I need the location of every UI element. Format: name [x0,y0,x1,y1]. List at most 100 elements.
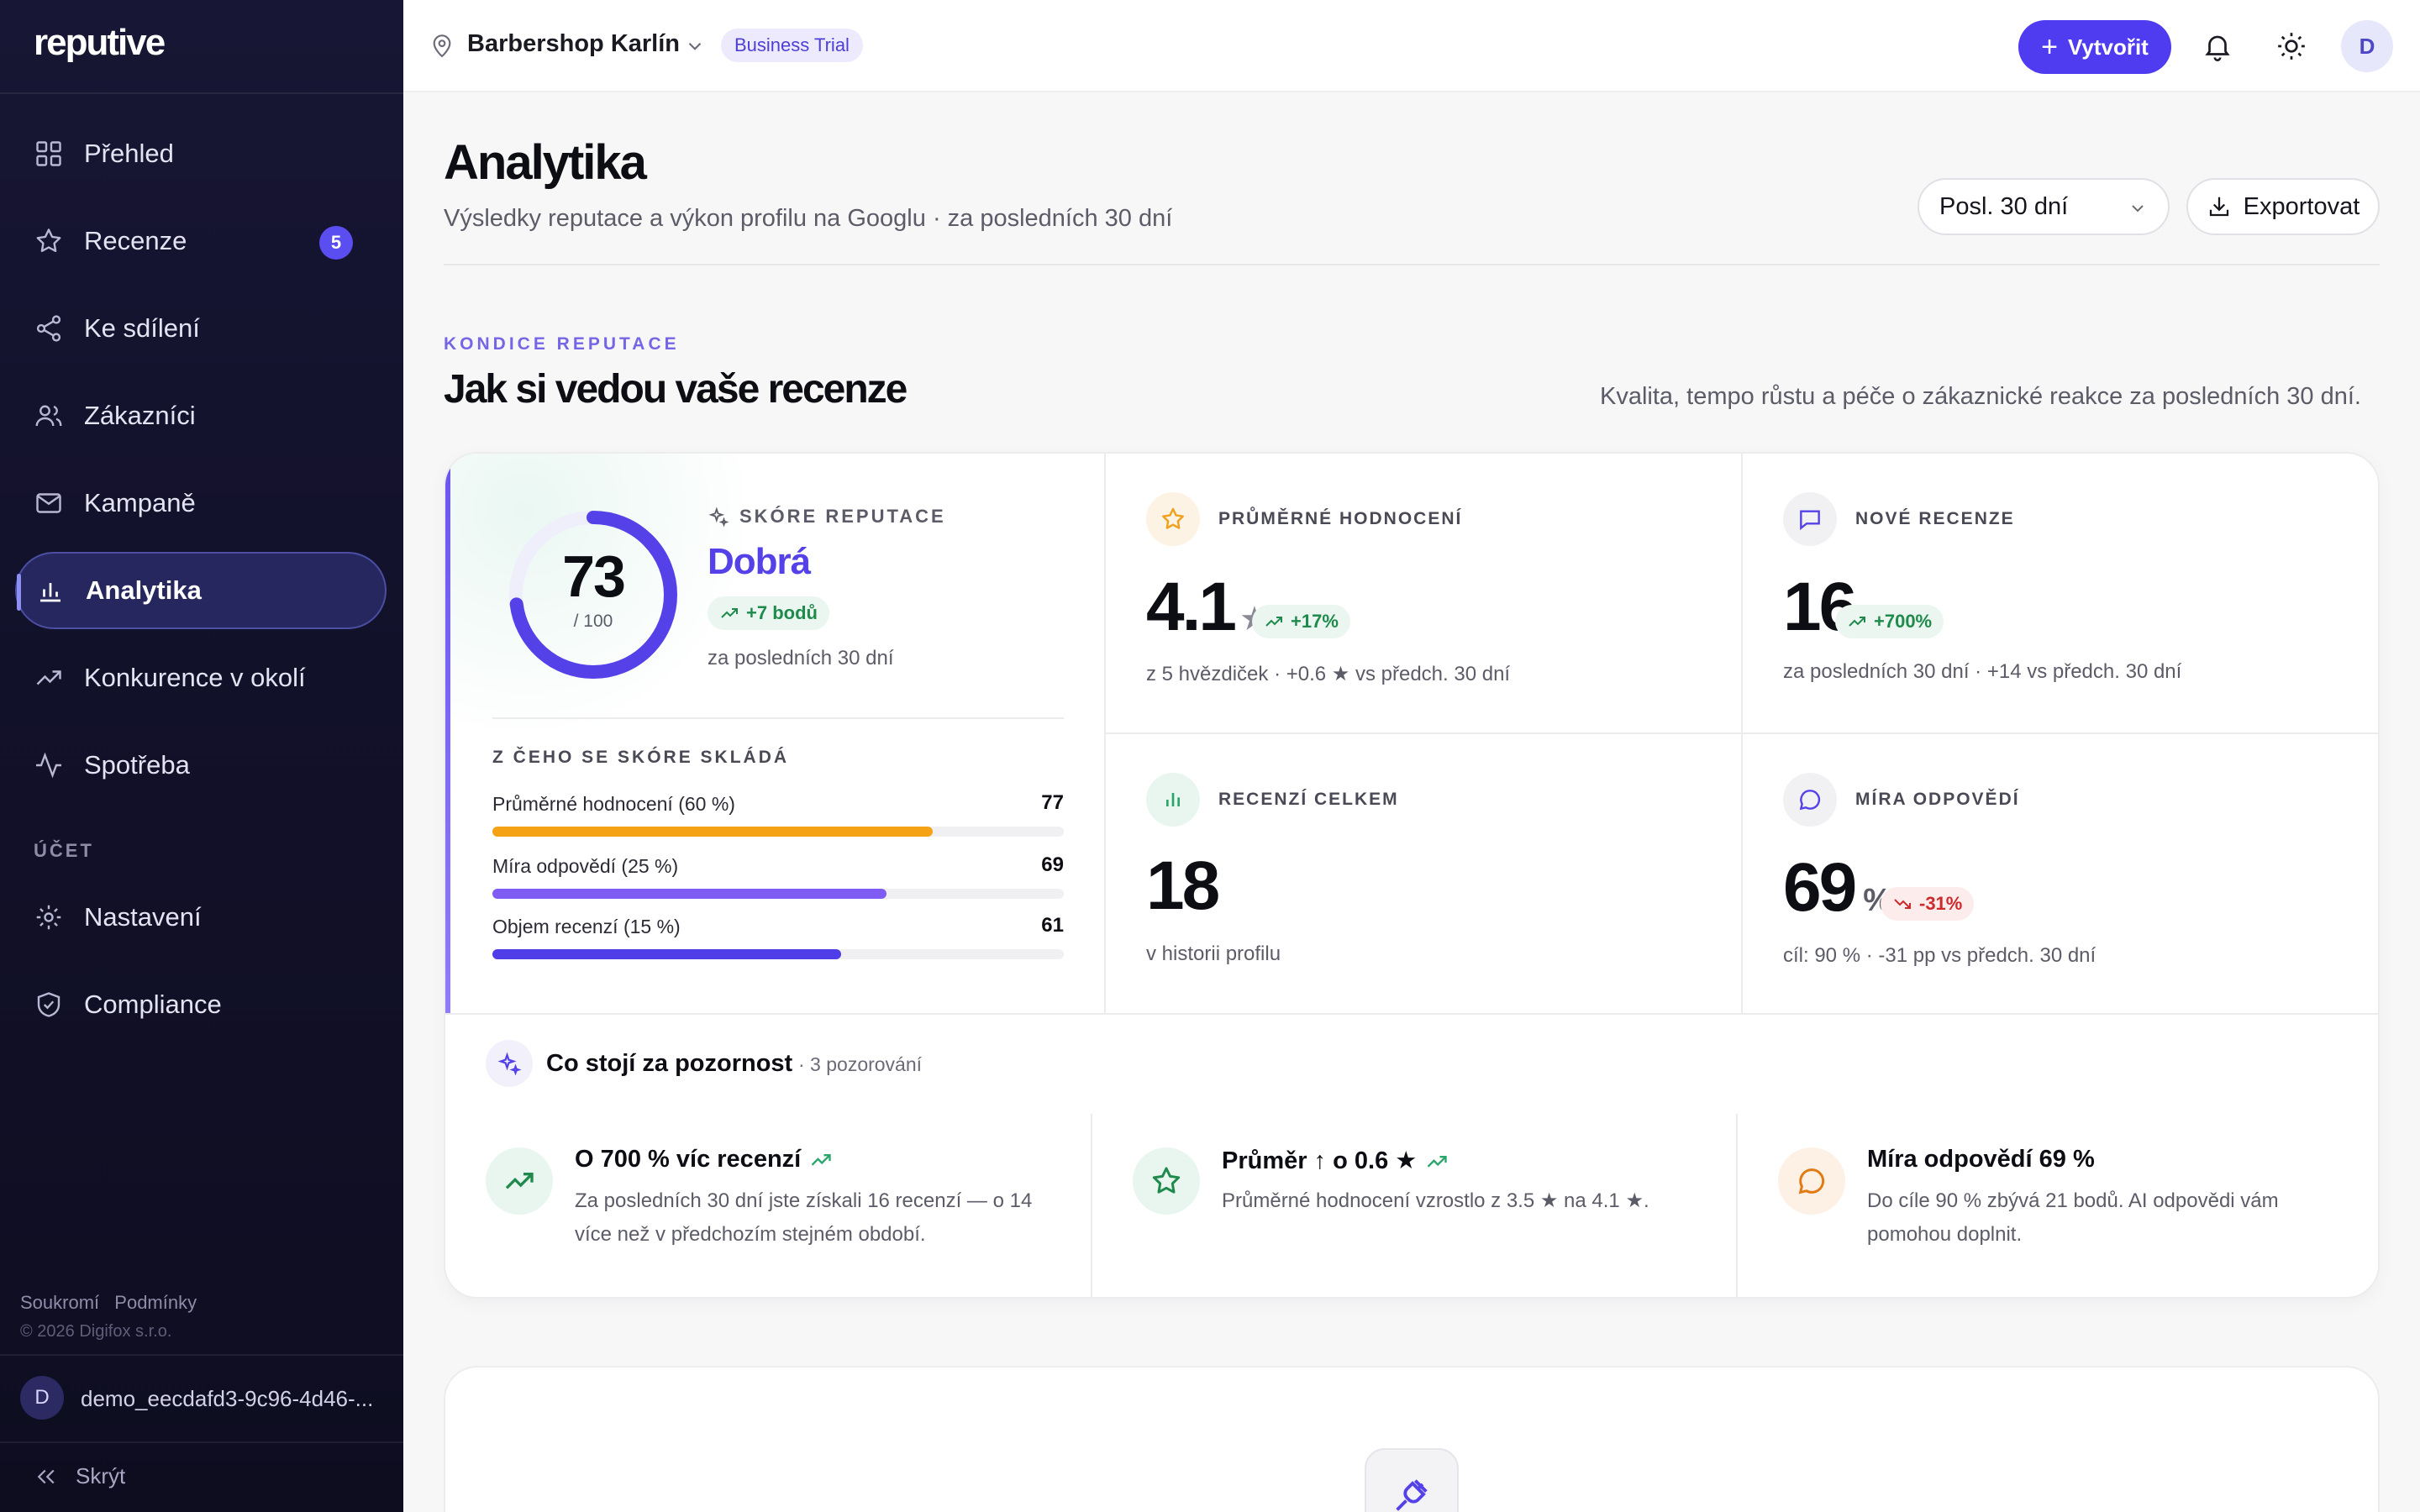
kpi-response-rate: MÍRA ODPOVĚDÍ 69% -31% cíl: 90 % · -31 p… [1743,734,2378,1013]
page-title: Analytika [444,135,647,190]
divider [0,1354,403,1356]
sidebar-item-label: Přehled [84,139,174,168]
app-logo[interactable]: reputive [34,22,166,63]
kpi-value: 69% [1783,848,1891,927]
bell-icon[interactable] [2202,30,2233,62]
score-label-text: SKÓRE REPUTACE [739,506,946,527]
kpi-delta: +17% [1291,611,1339,632]
create-label: Vytvořit [2068,34,2149,60]
sidebar-item-overview[interactable]: Přehled [15,115,387,192]
insight-card[interactable]: O 700 % víc recenzí Za posledních 30 dní… [445,1114,1091,1297]
export-button[interactable]: Exportovat [2186,178,2380,235]
component-track [492,889,1064,899]
topbar: Barbershop Karlín Business Trial + Vytvo… [403,0,2420,92]
sidebar-item-usage[interactable]: Spotřeba [15,727,387,804]
next-section-card [444,1366,2380,1512]
chevron-down-icon [2132,205,2144,213]
sidebar-item-settings[interactable]: Nastavení [15,879,387,956]
sidebar-item-label: Analytika [86,575,202,605]
sidebar-item-label: Zákazníci [84,401,196,430]
reputation-card: 73 / 100 SKÓRE REPUTACE Dobrá +7 bodů za… [444,452,2380,1299]
sidebar-item-analytics[interactable]: Analytika [15,552,387,629]
bar-chart-icon [40,583,60,602]
sidebar: reputive Přehled Recenze 5 Ke sdílení Zá… [0,0,403,1512]
component-value: 77 [1041,791,1064,814]
component-track [492,949,1064,959]
message-circle-icon [1783,773,1837,827]
score-delta-badge: +7 bodů [708,596,829,630]
user-name[interactable]: demo_eecdafd3-9c96-4d46-... [81,1386,374,1411]
message-square-icon [1783,492,1837,546]
copyright: © 2026 Digifox s.r.o. [20,1322,172,1341]
score-ring [509,511,677,679]
component-label: Objem recenzí (15 %) [492,916,681,937]
kpi-delta: -31% [1919,893,1963,914]
insights-title: Co stojí za pozornost [546,1050,793,1077]
trending-up-icon [486,1147,553,1215]
sidebar-item-label: Kampaně [84,488,196,517]
avatar[interactable]: D [20,1376,64,1420]
component-track [492,827,1064,837]
score-delta: +7 bodů [746,602,818,623]
sidebar-item-campaigns[interactable]: Kampaně [15,465,387,542]
component-bar-volume [492,949,841,959]
kpi-label: PRŮMĚRNÉ HODNOCENÍ [1218,509,1463,528]
chevron-down-icon[interactable] [684,35,706,57]
kpi-delta-badge: +700% [1835,605,1944,638]
trending-up-icon [811,1154,831,1167]
kpi-subtext: cíl: 90 % · -31 pp vs předch. 30 dní [1783,944,2096,967]
period-select[interactable]: Posl. 30 dní [1918,178,2170,235]
score-grade: Dobrá [708,541,811,582]
composition-title: Z ČEHO SE SKÓRE SKLÁDÁ [492,748,790,767]
score-period: za posledních 30 dní [708,647,894,669]
kpi-subtext: v historii profilu [1146,942,1281,965]
accent-bar [445,454,450,1015]
insight-body: Průměrné hodnocení vzrostlo z 3.5 ★ na 4… [1222,1189,1649,1212]
sidebar-item-compliance[interactable]: Compliance [15,966,387,1043]
kpi-delta: +700% [1874,611,1933,632]
insight-card[interactable]: Míra odpovědí 69 % Do cíle 90 % zbývá 21… [1736,1114,2378,1297]
avatar[interactable]: D [2341,20,2393,72]
sidebar-item-reviews[interactable]: Recenze 5 [15,202,387,280]
activity-icon [36,752,61,779]
trending-down-icon [1894,899,1911,909]
score-panel: 73 / 100 SKÓRE REPUTACE Dobrá +7 bodů za… [445,454,1106,1015]
sidebar-item-label: Compliance [84,990,222,1019]
insight-title: Míra odpovědí 69 % [1867,1146,2095,1173]
star-icon [36,228,61,253]
sidebar-item-competitors[interactable]: Konkurence v okolí [15,639,387,717]
sparkles-icon [486,1040,533,1087]
terms-link[interactable]: Podmínky [114,1292,197,1313]
insight-title: Průměr ↑ o 0.6 ★ [1222,1146,1449,1175]
kpi-label: RECENZÍ CELKEM [1218,790,1399,809]
business-selector[interactable]: Barbershop Karlín [467,30,680,57]
sidebar-section-label: ÚČET [34,840,94,861]
score-ring-progress [509,511,677,679]
component-label: Míra odpovědí (25 %) [492,855,679,877]
divider [445,1013,2378,1015]
insight-title: O 700 % víc recenzí [575,1146,833,1173]
create-button[interactable]: + Vytvořit [2018,20,2171,74]
share-icon [36,315,61,342]
trending-up-icon [1265,617,1282,627]
section-eyebrow: KONDICE REPUTACE [444,334,680,354]
divider [0,1441,403,1443]
insight-body: Za posledních 30 dní jste získali 16 rec… [575,1189,1033,1246]
component-bar-response [492,889,887,899]
kpi-delta-badge: -31% [1881,887,1975,921]
trending-up-icon [36,670,61,685]
divider [492,717,1064,719]
insight-card[interactable]: Průměr ↑ o 0.6 ★ Průměrné hodnocení vzro… [1091,1114,1736,1297]
sidebar-item-customers[interactable]: Zákazníci [15,377,387,454]
users-icon [35,405,62,427]
sun-icon[interactable] [2275,30,2307,62]
kpi-subtext: z 5 hvězdiček · +0.6 ★ vs předch. 30 dní [1146,663,1511,685]
section-title: Jak si vedou vaše recenze [444,367,908,412]
sidebar-item-share[interactable]: Ke sdílení [15,290,387,367]
kpi-subtext: za posledních 30 dní · +14 vs předch. 30… [1783,660,2182,683]
bar-chart-icon [1146,773,1200,827]
period-value: Posl. 30 dní [1939,192,2069,220]
collapse-sidebar-button[interactable]: Skrýt [34,1463,125,1489]
sidebar-item-label: Ke sdílení [84,313,200,343]
privacy-link[interactable]: Soukromí [20,1292,100,1313]
